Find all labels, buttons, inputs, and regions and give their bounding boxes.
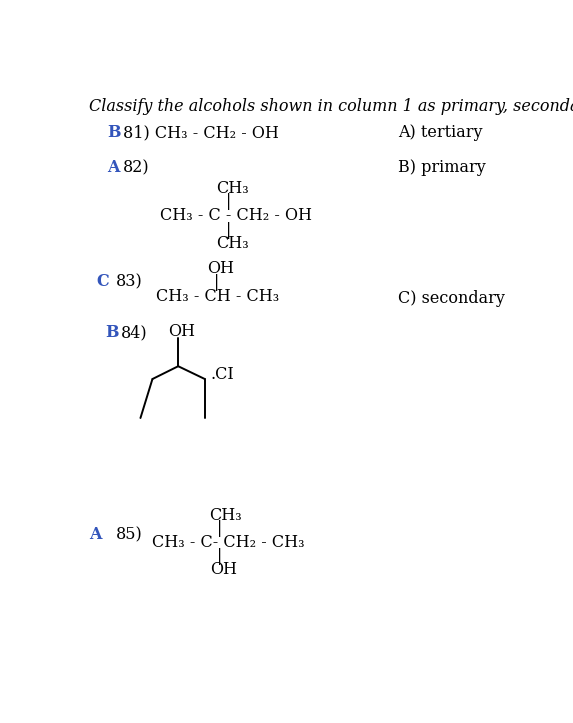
Text: 85): 85) [116,526,143,544]
Text: |: | [217,521,222,537]
Text: A) tertiary: A) tertiary [398,124,482,141]
Text: CH₃: CH₃ [209,507,242,524]
Text: CH₃ - C- CH₂ - CH₃: CH₃ - C- CH₂ - CH₃ [151,534,304,551]
Text: |: | [214,274,219,291]
Text: CH₃ - CH - CH₃: CH₃ - CH - CH₃ [156,288,279,305]
Text: OH: OH [168,322,195,340]
Text: C) secondary: C) secondary [398,290,505,307]
Text: A: A [107,159,120,176]
Text: 84): 84) [120,325,147,341]
Text: Classify the alcohols shown in column 1 as primary, secondary, or tertiary.: Classify the alcohols shown in column 1 … [89,98,573,115]
Text: |: | [217,547,222,565]
Text: .CI: .CI [210,366,234,383]
Text: |: | [226,193,231,210]
Text: CH₃ - C - CH₂ - OH: CH₃ - C - CH₂ - OH [160,208,312,224]
Text: 83): 83) [116,273,143,290]
Text: B) primary: B) primary [398,159,486,176]
Text: C: C [96,273,109,290]
Text: 82): 82) [123,159,150,176]
Text: |: | [226,222,231,239]
Text: CH₃: CH₃ [216,179,249,197]
Text: CH₃: CH₃ [216,235,249,252]
Text: A: A [89,526,102,544]
Text: B: B [105,325,119,341]
Text: 81) CH₃ - CH₂ - OH: 81) CH₃ - CH₂ - OH [123,124,278,141]
Text: OH: OH [210,561,237,578]
Text: OH: OH [207,260,234,278]
Text: B: B [107,124,121,141]
